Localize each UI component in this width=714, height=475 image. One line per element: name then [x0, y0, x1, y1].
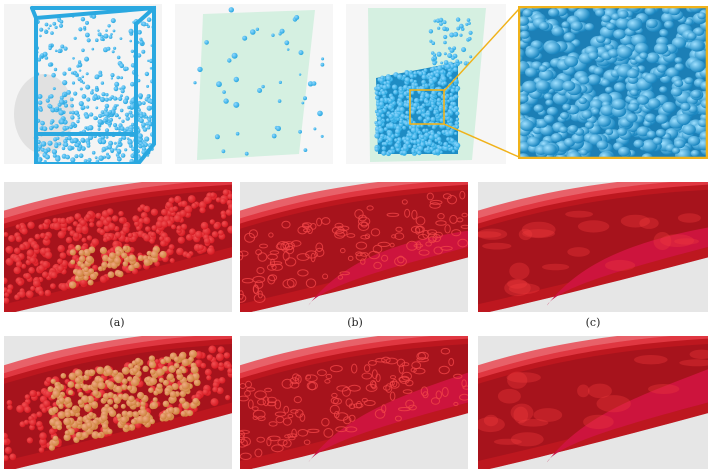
caption-b: (b): [347, 316, 363, 329]
panel-vessel-b-top: [240, 182, 468, 312]
panel-vessel-b-bottom: [240, 336, 468, 469]
panel-particle-cluster-plane: [346, 4, 506, 164]
panel-particles-in-box: [4, 4, 162, 164]
panel-vessel-a-bottom: [4, 336, 232, 469]
panel-vessel-a-top: [4, 182, 232, 312]
caption-c: (c): [585, 316, 601, 329]
panel-vessel-c-top: [478, 182, 708, 312]
panel-vessel-c-bottom: [478, 336, 708, 469]
panel-sparse-particles-plane: [175, 4, 333, 164]
panel-zoomed-particles: [518, 6, 708, 159]
caption-a: (a): [109, 316, 125, 329]
